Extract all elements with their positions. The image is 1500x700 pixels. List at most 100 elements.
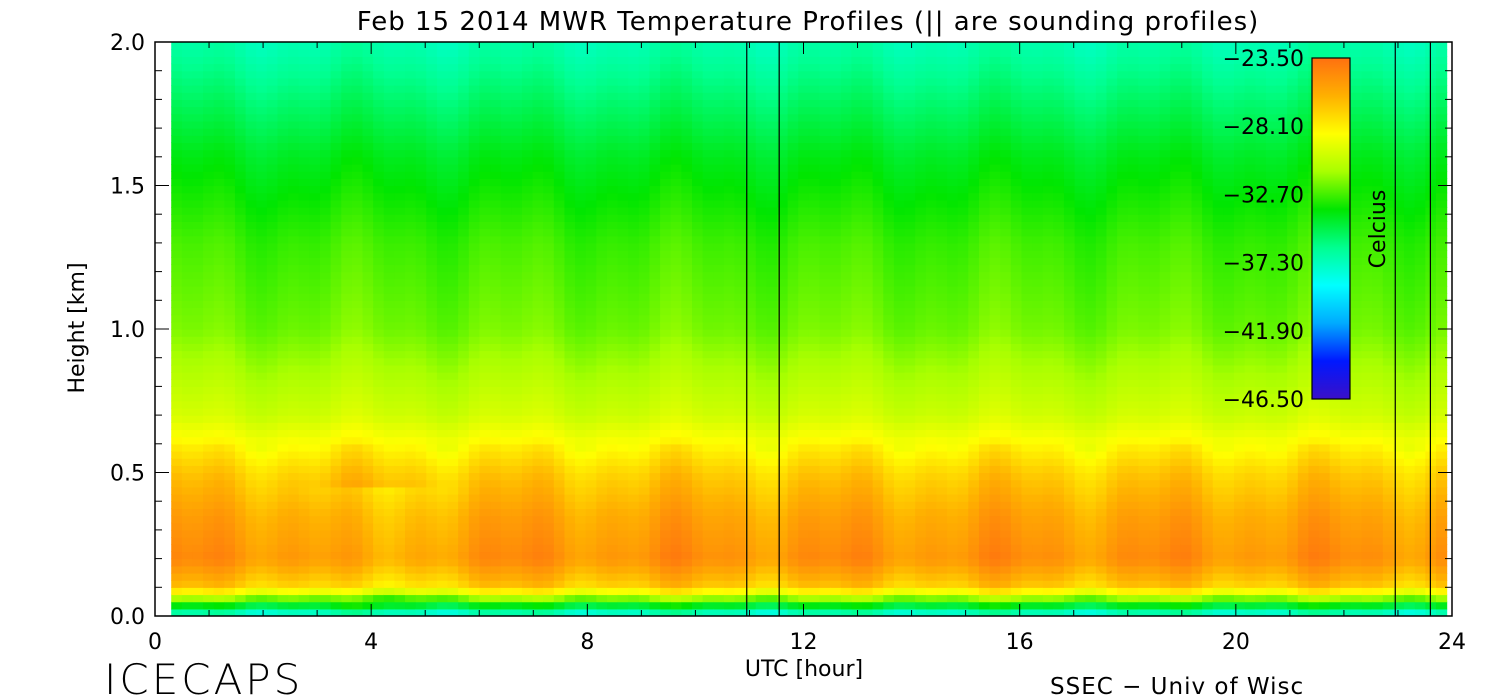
heatmap-cell [500, 364, 512, 373]
heatmap-cell [383, 228, 396, 237]
heatmap-cell [766, 307, 778, 316]
heatmap-cell [660, 450, 672, 459]
heatmap-cell [490, 278, 502, 287]
heatmap-cell [638, 386, 651, 395]
heatmap-cell [585, 92, 597, 100]
heatmap-cell [362, 529, 374, 538]
heatmap-cell [787, 242, 799, 251]
heatmap-cell [798, 106, 810, 115]
heatmap-cell [830, 479, 842, 488]
heatmap-cell [245, 156, 257, 165]
heatmap-cell [171, 450, 183, 459]
heatmap-cell [777, 465, 789, 474]
heatmap-cell [288, 407, 300, 416]
heatmap-cell [755, 594, 767, 603]
heatmap-cell [649, 494, 661, 502]
heatmap-cell [362, 450, 374, 459]
heatmap-cell [415, 429, 427, 438]
heatmap-cell [745, 486, 757, 495]
heatmap-cell [468, 264, 481, 273]
heatmap-cell [436, 242, 449, 251]
heatmap-cell [309, 106, 321, 115]
heatmap-cell [553, 135, 566, 144]
heatmap-cell [638, 85, 651, 93]
heatmap-cell [373, 572, 385, 581]
heatmap-cell [596, 185, 608, 194]
heatmap-cell [511, 544, 523, 553]
heatmap-cell [819, 601, 831, 610]
heatmap-cell [596, 601, 608, 610]
heatmap-cell [405, 443, 417, 452]
heatmap-cell [755, 443, 767, 452]
heatmap-cell [415, 300, 427, 309]
heatmap-cell [224, 120, 236, 129]
heatmap-cell [819, 207, 831, 215]
heatmap-cell [373, 99, 385, 108]
heatmap-cell [585, 307, 597, 316]
heatmap-cell [405, 293, 417, 301]
heatmap-cell [596, 565, 608, 574]
heatmap-cell [521, 135, 534, 144]
heatmap-cell [203, 128, 215, 136]
heatmap-cell [266, 207, 279, 215]
heatmap-cell [787, 343, 799, 352]
heatmap-cell [808, 587, 821, 596]
heatmap-cell [808, 422, 821, 431]
heatmap-cell [479, 422, 491, 431]
heatmap-cell [468, 372, 481, 380]
heatmap-cell [649, 77, 661, 86]
heatmap-cell [649, 551, 661, 560]
heatmap-cell [500, 608, 512, 616]
heatmap-cell [373, 113, 385, 122]
heatmap-cell [734, 379, 746, 387]
heatmap-cell [798, 594, 810, 603]
heatmap-cell [543, 350, 555, 359]
heatmap-cell [638, 142, 651, 151]
heatmap-cell [468, 515, 481, 524]
heatmap-cell [532, 106, 544, 115]
heatmap-cell [649, 264, 661, 273]
heatmap-cell [532, 192, 544, 201]
heatmap-cell [702, 99, 714, 108]
heatmap-cell [245, 300, 257, 309]
heatmap-cell [213, 149, 225, 158]
heatmap-cell [171, 149, 183, 158]
heatmap-cell [660, 580, 672, 588]
heatmap-cell [713, 329, 725, 337]
heatmap-cell [351, 551, 364, 560]
heatmap-cell [575, 336, 587, 344]
heatmap-cell [203, 329, 215, 337]
heatmap-cell [543, 293, 555, 301]
heatmap-cell [777, 42, 789, 50]
heatmap-cell [256, 56, 268, 65]
heatmap-cell [213, 314, 225, 323]
heatmap-cell [192, 443, 204, 452]
heatmap-cell [723, 63, 736, 72]
heatmap-cell [755, 479, 767, 488]
heatmap-cell [777, 393, 789, 402]
heatmap-cell [181, 594, 194, 603]
heatmap-cell [787, 537, 799, 545]
heatmap-cell [245, 85, 257, 93]
heatmap-cell [628, 551, 640, 560]
heatmap-cell [224, 436, 236, 445]
heatmap-cell [256, 329, 268, 337]
heatmap-cell [298, 343, 310, 352]
heatmap-cell [596, 443, 608, 452]
heatmap-cell [575, 293, 587, 301]
heatmap-cell [723, 436, 736, 445]
heatmap-cell [670, 85, 682, 93]
heatmap-cell [745, 393, 757, 402]
heatmap-cell [426, 285, 438, 294]
heatmap-cell [309, 49, 321, 57]
heatmap-cell [575, 350, 587, 359]
heatmap-cell [819, 465, 831, 474]
heatmap-cell [479, 228, 491, 237]
heatmap-cell [521, 350, 534, 359]
heatmap-cell [543, 422, 555, 431]
heatmap-cell [234, 113, 247, 122]
heatmap-cell [798, 264, 810, 273]
heatmap-cell [245, 178, 257, 187]
heatmap-cell [606, 472, 619, 481]
heatmap-cell [638, 486, 651, 495]
